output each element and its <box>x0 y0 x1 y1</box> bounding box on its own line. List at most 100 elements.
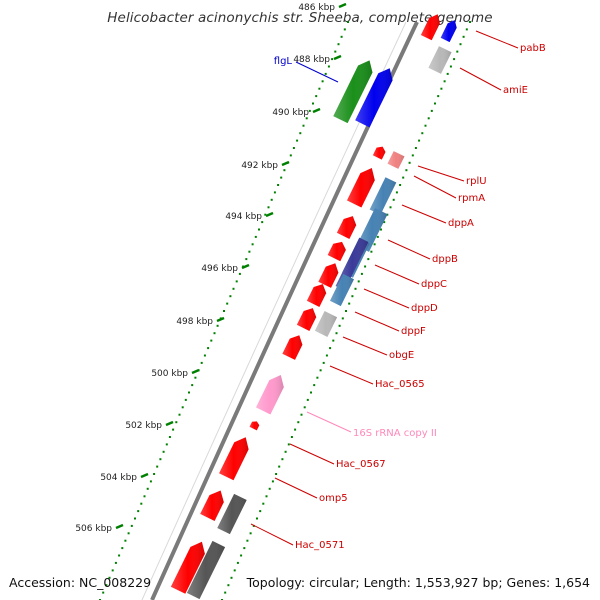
track-dot <box>143 495 146 498</box>
track-dot <box>156 465 159 468</box>
gene-feature-shading <box>330 273 354 307</box>
gene-label[interactable]: obgE <box>389 350 414 361</box>
gene-feature-shading <box>387 151 405 169</box>
kbp-label: 506 kbp <box>75 524 112 534</box>
label-leader-line <box>295 61 339 83</box>
track-dot <box>232 287 235 290</box>
track-dot <box>219 317 222 320</box>
kbp-tick <box>140 472 149 479</box>
track-dot <box>256 517 258 520</box>
track-dot <box>340 35 343 38</box>
track-dot <box>421 132 424 135</box>
track-dot <box>184 398 187 401</box>
track-dot <box>238 272 241 275</box>
track-dot <box>111 569 114 572</box>
gene-feature-shading <box>327 241 346 262</box>
track-dot <box>337 43 340 46</box>
gene-label[interactable]: pabB <box>520 43 546 54</box>
gene-label[interactable]: dppA <box>448 218 474 229</box>
track-dot <box>418 139 421 142</box>
gene-label[interactable]: omp5 <box>319 493 348 504</box>
track-dot <box>334 50 337 53</box>
track-dot <box>373 243 376 246</box>
gene-label[interactable]: rpmA <box>458 193 485 204</box>
track-dot <box>246 539 249 542</box>
gene-feature-shading <box>318 263 339 288</box>
track-dot <box>264 213 267 216</box>
track-dot <box>270 198 273 201</box>
track-dot <box>290 436 293 438</box>
gene-label[interactable]: rplU <box>466 176 487 187</box>
map-title: Helicobacter acinonychis str. Sheeba, co… <box>107 10 493 26</box>
track-dot <box>162 450 165 453</box>
track-dot <box>459 43 462 46</box>
gene-label[interactable]: Hac_0571 <box>295 540 345 551</box>
gene-feature-shading <box>256 375 284 415</box>
gene-label[interactable]: Hac_0567 <box>336 459 386 470</box>
track-dot <box>262 502 265 505</box>
gene-label[interactable]: flgL <box>274 56 293 67</box>
kbp-tick <box>312 107 321 114</box>
track-dot <box>178 413 181 416</box>
track-dot <box>165 443 168 446</box>
track-dot <box>321 80 324 83</box>
gene-label[interactable]: Hac_0565 <box>375 379 425 390</box>
gene-label[interactable]: dppD <box>411 303 438 314</box>
label-leader-line <box>475 30 519 49</box>
track-dot <box>389 206 392 209</box>
gene-label[interactable]: dppB <box>432 254 458 265</box>
track-dot <box>367 258 370 261</box>
track-dot <box>294 428 297 431</box>
track-dot <box>286 161 289 164</box>
track-dot <box>114 561 117 564</box>
track-dot <box>303 406 306 409</box>
gene-label-layer: pabB amiE flgL rplU rpmA dppA dppB dppC dppD dppF… <box>250 30 546 551</box>
track-dot <box>310 391 312 394</box>
kbp-tick <box>165 420 174 427</box>
track-dot <box>216 324 219 327</box>
track-dot <box>395 191 398 194</box>
label-leader-line <box>387 239 431 260</box>
track-dot <box>149 480 152 483</box>
track-dot <box>318 87 321 90</box>
track-dot <box>383 221 386 224</box>
kbp-tick <box>265 211 274 218</box>
track-dot <box>462 35 465 38</box>
track-dot <box>414 147 417 149</box>
track-dot <box>308 109 311 112</box>
track-dot <box>213 332 216 335</box>
gene-feature-shading <box>282 335 303 360</box>
gene-label[interactable]: dppC <box>421 279 447 290</box>
label-leader-line <box>374 264 420 285</box>
track-dot <box>392 198 395 201</box>
label-leader-line <box>342 336 388 356</box>
track-dot <box>105 584 108 587</box>
label-leader-line <box>417 165 465 182</box>
track-dot <box>456 50 459 53</box>
track-dot <box>296 139 299 142</box>
kbp-label: 488 kbp <box>293 55 330 65</box>
gene-feature-shading <box>347 168 375 208</box>
gene-feature-shading <box>249 421 260 431</box>
track-dot <box>427 117 430 120</box>
track-dot <box>292 147 295 149</box>
kbp-tick <box>333 54 342 61</box>
kbp-label: 498 kbp <box>176 317 213 327</box>
gene-feature-shading <box>440 20 457 43</box>
gene-feature-shading <box>372 146 386 160</box>
gene-feature-shading <box>333 60 373 124</box>
gene-label[interactable]: amiE <box>503 85 528 96</box>
kbp-label: 502 kbp <box>125 421 162 431</box>
gene-label[interactable]: dppF <box>401 326 426 337</box>
track-dot <box>386 213 389 216</box>
kbp-label: 496 kbp <box>201 264 238 274</box>
track-dot <box>121 547 124 550</box>
track-dot <box>227 584 230 587</box>
gene-features <box>170 14 457 600</box>
label-leader-line <box>250 523 294 546</box>
gene-label[interactable]: 16S rRNA copy II <box>353 428 437 439</box>
label-leader-line <box>413 175 457 199</box>
track-dot <box>446 72 449 75</box>
gene-feature-shading <box>336 216 357 239</box>
